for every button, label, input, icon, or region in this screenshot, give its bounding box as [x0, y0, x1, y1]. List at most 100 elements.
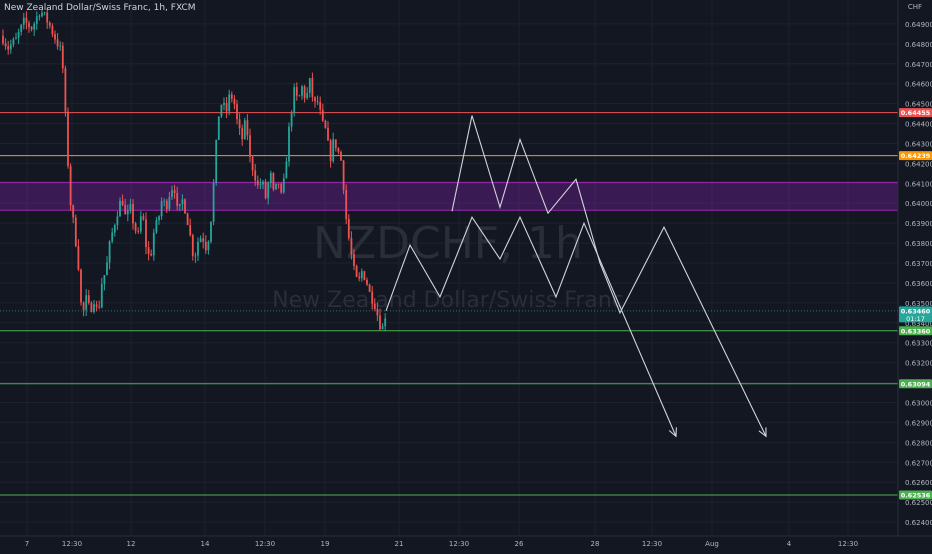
projection-arrowhead	[668, 427, 677, 438]
candle-body	[204, 241, 207, 251]
candle-body	[108, 241, 111, 263]
candle-body	[22, 17, 25, 25]
candle-body	[262, 181, 264, 185]
projection-path[interactable]	[385, 215, 677, 437]
projection-paths	[385, 115, 767, 438]
candle-body	[329, 140, 332, 162]
candle-body	[324, 120, 327, 128]
time-axis[interactable]: 7 12:30 12 14 12:30 19 21 12:30 26 28 12:30 Aug 4 12:…	[25, 540, 858, 548]
candle-body	[163, 200, 166, 202]
candle-body	[124, 205, 127, 215]
candle-body	[236, 104, 238, 120]
candle-body	[43, 12, 46, 14]
candle-body	[189, 225, 192, 236]
y-tick-label: 0.63500	[905, 300, 932, 308]
candle-body	[30, 27, 33, 30]
candle-body	[103, 275, 106, 285]
candle-body	[301, 86, 303, 96]
price-label-tag	[899, 306, 932, 323]
y-tick-label: 0.63400	[905, 320, 932, 328]
candle-body	[311, 78, 314, 98]
candle-body	[264, 181, 267, 199]
candle-body	[116, 216, 119, 226]
price-label-text: 0.63094	[901, 380, 931, 388]
candle-body	[17, 32, 20, 38]
candle-body	[186, 213, 189, 226]
candle-body	[33, 23, 36, 30]
candle-body	[379, 315, 381, 330]
candle-body	[98, 306, 101, 308]
price-label-text: 0.62536	[901, 491, 931, 499]
candle-body	[38, 16, 41, 17]
x-tick-label: 12:30	[642, 540, 662, 548]
candle-body	[376, 309, 379, 316]
candle-body	[267, 182, 270, 199]
candle-body	[35, 16, 38, 24]
candle-body	[61, 45, 64, 69]
candle-body	[233, 98, 236, 105]
candle-body	[64, 68, 67, 112]
candle-body	[285, 161, 288, 179]
watermark-symbol: NZDCHF, 1h	[313, 218, 583, 269]
x-tick-label: 7	[25, 540, 29, 548]
y-tick-label: 0.63200	[905, 360, 932, 368]
price-label-text: 0.63460	[901, 307, 931, 315]
candle-body	[298, 95, 301, 97]
candle-body	[25, 17, 28, 23]
candle-body	[319, 102, 322, 110]
price-label-tag	[899, 151, 932, 161]
price-axis[interactable]: 0.64900 0.64800 0.64700 0.64600 0.64500 0.644…	[905, 21, 932, 527]
candle-body	[368, 284, 371, 292]
price-label-text: 0.64239	[901, 152, 931, 160]
candle-body	[249, 135, 251, 157]
candle-body	[121, 200, 124, 206]
candle-body	[280, 183, 283, 193]
candle-body	[306, 92, 309, 99]
candle-body	[363, 271, 366, 280]
candle-body	[197, 241, 199, 256]
candle-body	[327, 127, 329, 141]
price-label-tag	[899, 379, 932, 389]
candle-body	[241, 128, 244, 140]
y-tick-label: 0.63300	[905, 340, 932, 348]
horizontal-levels	[0, 112, 898, 496]
price-labels: 0.64455 0.64239 0.63360 0.63094 0.62536 0.634…	[899, 108, 932, 500]
candle-body	[220, 104, 223, 117]
candle-body	[314, 97, 316, 102]
candle-body	[145, 219, 147, 248]
candle-body	[147, 247, 150, 254]
candle-body	[90, 302, 93, 313]
candle-body	[256, 180, 259, 186]
y-tick-label: 0.64700	[905, 61, 932, 69]
candle-body	[269, 173, 272, 183]
chart-title: New Zealand Dollar/Swiss Franc, 1h, FXCM	[4, 3, 196, 13]
candle-body	[194, 255, 197, 257]
x-tick-label: Aug	[705, 540, 719, 548]
x-tick-label: 12:30	[62, 540, 82, 548]
candle-body	[56, 39, 59, 47]
candle-body	[95, 304, 98, 307]
candle-body	[366, 279, 368, 285]
candle-body	[184, 199, 186, 214]
candle-body	[126, 210, 129, 215]
price-label-text: 0.63360	[901, 327, 931, 335]
candle-body	[129, 204, 132, 211]
candle-body	[381, 326, 384, 330]
candle-body	[210, 221, 212, 242]
candle-body	[207, 241, 210, 251]
y-tick-label: 0.63900	[905, 220, 932, 228]
price-label-text: 0.64455	[901, 109, 931, 117]
y-tick-label: 0.64500	[905, 101, 932, 109]
candle-body	[171, 190, 173, 197]
candle-body	[74, 217, 77, 247]
candle-body	[243, 120, 246, 140]
candle-body	[72, 205, 75, 218]
candle-body	[87, 295, 90, 303]
x-tick-label: 12	[127, 540, 136, 548]
candle-body	[355, 265, 358, 277]
projection-path[interactable]	[451, 115, 767, 437]
candle-body	[254, 170, 257, 181]
candle-body	[358, 276, 361, 279]
